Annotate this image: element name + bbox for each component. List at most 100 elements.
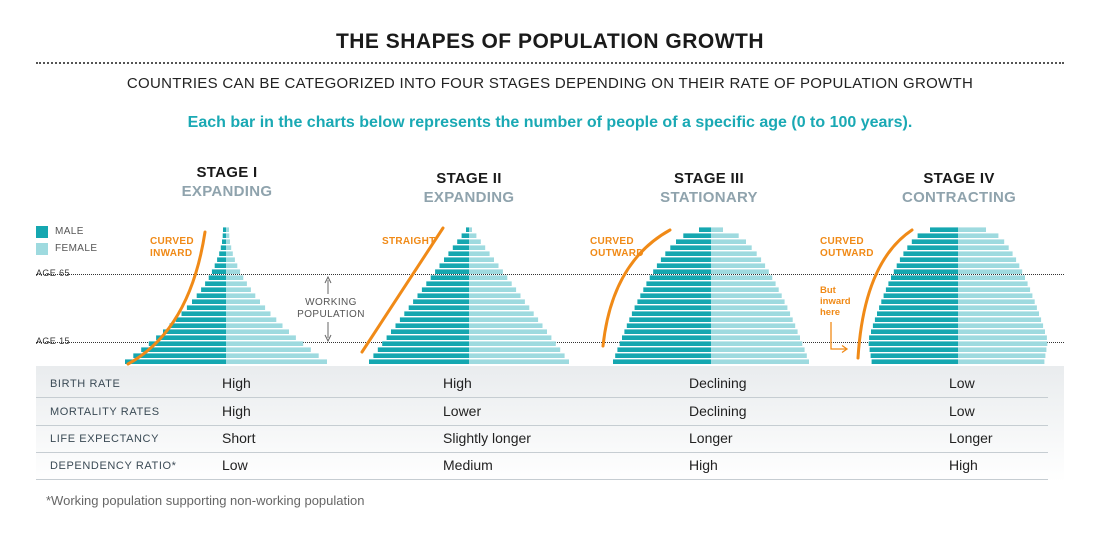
pyramid-3-female-bar xyxy=(711,239,746,244)
pyramid-3-female-bar xyxy=(711,341,803,346)
pyramid-3-female-bar xyxy=(711,233,739,238)
pyramid-4-female-bar xyxy=(958,233,999,238)
table-cell: High xyxy=(669,457,718,473)
age-15-label: AGE 15 xyxy=(36,336,70,346)
pyramid-3-male-bar xyxy=(617,347,711,352)
pyramid-3-female-bar xyxy=(711,281,776,286)
pyramid-3-female-bar xyxy=(711,305,788,310)
table-row: LIFE EXPECTANCY Short Slightly longer Lo… xyxy=(36,425,1048,453)
pyramid-1-male-bar xyxy=(192,299,226,304)
pyramid-4-male-bar xyxy=(872,323,958,328)
pyramid-1-male-bar xyxy=(169,323,226,328)
pyramid-2-male-bar xyxy=(373,353,469,358)
down-arrow-icon xyxy=(669,404,683,418)
table-cell: High xyxy=(929,457,978,473)
pyramid-3-male-bar xyxy=(670,245,711,250)
pyramid-2-female-bar xyxy=(469,335,552,340)
up-arrow-icon xyxy=(423,376,437,390)
pyramid-1-female-bar xyxy=(226,359,327,364)
table-cell: Longer xyxy=(669,430,733,446)
pyramid-4-female-bar xyxy=(958,299,1035,304)
working-population-label: WORKING POPULATION xyxy=(296,297,366,321)
pyramid-3-male-bar xyxy=(649,275,711,280)
cell-text: Low xyxy=(222,457,248,473)
inward-pointer-arrowhead xyxy=(841,344,849,354)
pyramid-2-male-bar xyxy=(457,239,469,244)
stage-1-type: EXPANDING xyxy=(181,183,273,200)
pyramid-4-female-bar xyxy=(958,359,1045,364)
stage-4-annotation-line1: CURVED xyxy=(820,236,864,247)
pyramid-2-male-bar xyxy=(408,305,469,310)
pyramid-4-female-bar xyxy=(958,275,1025,280)
stage-2-type: EXPANDING xyxy=(423,189,515,206)
pyramid-2-female-bar xyxy=(469,287,517,292)
pyramid-1-male-bar xyxy=(214,263,226,268)
pyramid-2-female-bar xyxy=(469,227,472,232)
stage-4-number: STAGE IV xyxy=(923,170,995,187)
stage-3-type: STATIONARY xyxy=(660,189,758,206)
pyramid-2-female-bar xyxy=(469,347,561,352)
cell-text: Low xyxy=(949,375,975,391)
cell-text: Longer xyxy=(949,430,993,446)
pyramid-4-male-bar xyxy=(871,359,958,364)
pyramid-1-female-bar xyxy=(226,341,304,346)
pyramid-1-male-bar xyxy=(175,317,226,322)
working-arrow-down-head xyxy=(324,334,332,343)
table-cell: Medium xyxy=(423,457,493,473)
pyramid-4-female-bar xyxy=(958,347,1047,352)
pyramid-3-female-bar xyxy=(711,287,779,292)
pyramid-4-female-bar xyxy=(958,227,986,232)
pyramid-4-male-bar xyxy=(879,305,958,310)
pyramid-4-male-bar xyxy=(869,347,958,352)
stage-4-inward-note: But inward here xyxy=(820,285,851,318)
stage-1-annotation-line1: CURVED xyxy=(150,236,194,247)
up-arrow-icon xyxy=(929,458,943,472)
legend-label-male: MALE xyxy=(55,226,84,237)
pyramid-3-female-bar xyxy=(711,275,773,280)
table-cell: High xyxy=(202,403,251,419)
pyramid-2-male-bar xyxy=(377,347,469,352)
pyramid-1-male-bar xyxy=(219,251,226,256)
working-population-line2: POPULATION xyxy=(297,309,365,320)
male-swatch xyxy=(36,225,48,238)
pyramid-3-male-bar xyxy=(626,323,711,328)
pyramid-2-female-bar xyxy=(469,329,547,334)
pyramid-3-female-bar xyxy=(711,251,757,256)
pyramid-1-male-bar xyxy=(205,281,226,286)
title-divider xyxy=(36,62,1064,64)
legend-label-female: FEMALE xyxy=(55,243,98,254)
stage-2-number: STAGE II xyxy=(436,170,502,187)
table-cell: Lower xyxy=(423,403,481,419)
explanatory-note: Each bar in the charts below represents … xyxy=(187,114,913,131)
pyramid-1-male-bar xyxy=(222,233,226,238)
pyramid-1-female-bar xyxy=(226,227,229,232)
pyramid-3-female-bar xyxy=(711,335,800,340)
pyramid-2-female-bar xyxy=(469,263,499,268)
pyramid-3-female-bar xyxy=(711,257,762,262)
stage-3-annotation: CURVED OUTWARD xyxy=(590,236,644,260)
stage-2-shape-line xyxy=(360,226,445,354)
pyramid-4-female-bar xyxy=(958,269,1023,274)
pyramid-1-female-bar xyxy=(226,287,251,292)
pyramid-1-female-bar xyxy=(226,335,296,340)
table-cell: Low xyxy=(202,457,248,473)
table-cell: High xyxy=(202,375,251,391)
pyramid-3-male-bar xyxy=(676,239,711,244)
pyramid-2-male-bar xyxy=(461,233,469,238)
table-row: DEPENDENCY RATIO* Low Medium High High xyxy=(36,452,1048,480)
pyramid-2-male-bar xyxy=(452,245,469,250)
table-cell: Declining xyxy=(669,375,747,391)
pyramid-4-female-bar xyxy=(958,335,1047,340)
stage-4-type: CONTRACTING xyxy=(901,189,1017,206)
cell-text: High xyxy=(222,403,251,419)
pyramid-1-female-bar xyxy=(226,299,260,304)
down-arrow-icon xyxy=(423,404,437,418)
pyramid-1-male-bar xyxy=(186,305,226,310)
pyramid-1-female-bar xyxy=(226,353,319,358)
cell-text: Lower xyxy=(443,403,482,419)
pyramid-4-male-bar xyxy=(868,341,958,346)
pyramid-1-male-bar xyxy=(156,335,226,340)
up-arrow-icon xyxy=(423,458,437,472)
pyramid-4-male-bar xyxy=(874,317,958,322)
